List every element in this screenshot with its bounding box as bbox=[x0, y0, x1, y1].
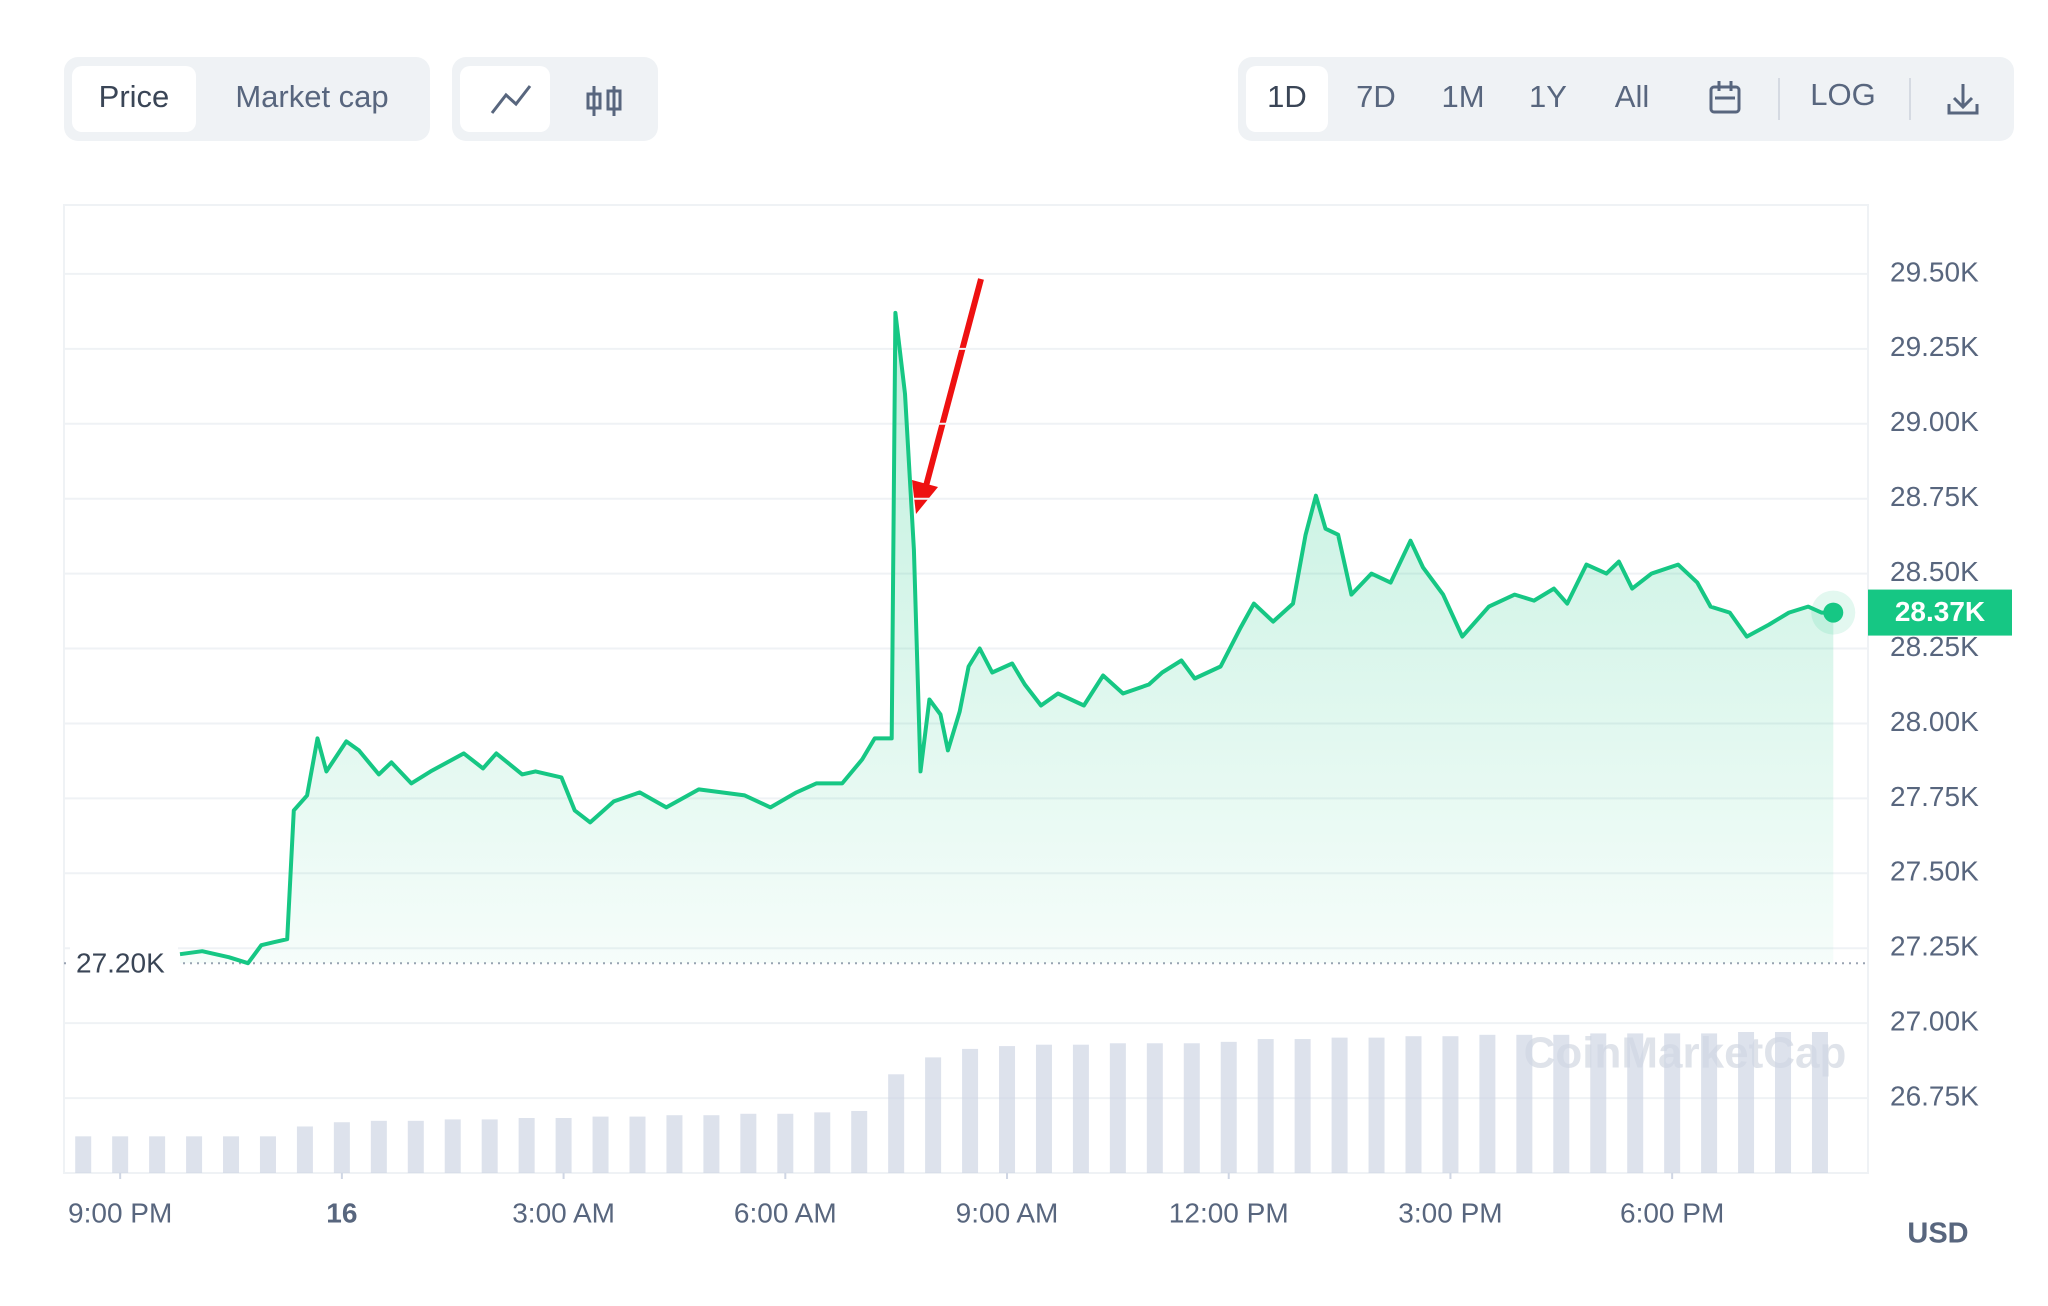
price-tag bbox=[1868, 589, 2012, 636]
volume-bar bbox=[1109, 1043, 1126, 1173]
volume-bar bbox=[149, 1136, 166, 1173]
volume-bar bbox=[703, 1115, 720, 1173]
volume-bar bbox=[629, 1116, 646, 1173]
volume-bar bbox=[925, 1057, 942, 1173]
volume-bar bbox=[1738, 1032, 1755, 1173]
volume-bar bbox=[1775, 1032, 1792, 1173]
x-tick-label: 6:00 PM bbox=[1620, 1197, 1724, 1228]
volume-bar bbox=[1553, 1034, 1570, 1173]
line-icon bbox=[490, 85, 532, 114]
y-tick-label: 28.00K bbox=[1890, 706, 1979, 737]
volume-bar bbox=[999, 1046, 1016, 1173]
y-tick-label: 27.75K bbox=[1890, 781, 1979, 812]
volume-bar bbox=[75, 1136, 92, 1173]
x-tick-label: 9:00 PM bbox=[68, 1197, 172, 1228]
volume-bar bbox=[1590, 1033, 1607, 1173]
volume-bar bbox=[112, 1136, 129, 1173]
volume-bar bbox=[333, 1122, 350, 1173]
volume-bar bbox=[1664, 1033, 1681, 1173]
volume-bar bbox=[1479, 1034, 1496, 1173]
volume-bar bbox=[1627, 1033, 1644, 1173]
range-button[interactable]: 1D bbox=[1267, 79, 1307, 114]
watermark: CoinMarketCap bbox=[1524, 1029, 1847, 1078]
x-tick-label: 3:00 PM bbox=[1398, 1197, 1502, 1228]
volume-bar bbox=[223, 1136, 240, 1173]
tab-price[interactable]: Price bbox=[99, 79, 170, 114]
volume-bar bbox=[1701, 1033, 1718, 1173]
volume-bar bbox=[1072, 1044, 1089, 1173]
annotation-arrow bbox=[923, 278, 984, 487]
log-button[interactable]: LOG bbox=[1810, 77, 1875, 112]
x-tick-label: 9:00 AM bbox=[956, 1197, 1059, 1228]
y-tick-label: 28.75K bbox=[1890, 481, 1979, 512]
volume-bar bbox=[518, 1118, 535, 1173]
range-button[interactable]: All bbox=[1615, 79, 1649, 114]
volume-bar bbox=[666, 1115, 683, 1173]
range-active[interactable] bbox=[1246, 66, 1328, 132]
volume-bar bbox=[1220, 1041, 1237, 1173]
volume-bar bbox=[1331, 1037, 1348, 1173]
volume-bar bbox=[407, 1120, 424, 1173]
line-button[interactable] bbox=[460, 66, 550, 132]
volume-bar bbox=[259, 1136, 276, 1173]
range-button[interactable]: 1Y bbox=[1529, 79, 1567, 114]
x-tick-label: 16 bbox=[326, 1197, 357, 1228]
volume-bar bbox=[370, 1120, 387, 1173]
tab-market-cap[interactable]: Market cap bbox=[235, 79, 388, 114]
volume-bar bbox=[1516, 1034, 1533, 1173]
currency: USD bbox=[1907, 1218, 1968, 1250]
x-tick-label: 3:00 AM bbox=[512, 1197, 615, 1228]
reference-label-bg bbox=[70, 941, 178, 982]
volume-bar bbox=[962, 1048, 979, 1173]
y-tick-label: 28.50K bbox=[1890, 556, 1979, 587]
range-button[interactable]: 7D bbox=[1356, 79, 1396, 114]
volume-bar bbox=[555, 1118, 572, 1173]
candle-icon[interactable] bbox=[586, 86, 622, 116]
y-tick-label: 26.75K bbox=[1890, 1080, 1979, 1111]
volume-bar bbox=[592, 1116, 609, 1173]
x-tick-label: 6:00 AM bbox=[734, 1197, 837, 1228]
volume-bar bbox=[1811, 1032, 1828, 1173]
annotation-arrowhead bbox=[912, 480, 938, 514]
range-group bbox=[1238, 57, 2014, 141]
calendar-icon[interactable] bbox=[1709, 81, 1741, 114]
y-tick-label: 29.50K bbox=[1890, 256, 1979, 287]
price-line bbox=[179, 310, 1834, 966]
x-tick-label: 12:00 PM bbox=[1169, 1197, 1289, 1228]
reference-label: 27.20K bbox=[76, 948, 165, 979]
volume-bar bbox=[296, 1126, 313, 1173]
volume-bar bbox=[814, 1112, 831, 1173]
y-tick-label: 27.25K bbox=[1890, 931, 1979, 962]
y-tick-label: 29.25K bbox=[1890, 331, 1979, 362]
download-icon[interactable] bbox=[1947, 84, 1979, 115]
volume-bar bbox=[444, 1119, 461, 1173]
volume-bar bbox=[1146, 1043, 1163, 1173]
y-tick-label: 28.25K bbox=[1890, 631, 1979, 662]
volume-bar bbox=[888, 1074, 905, 1173]
last-point bbox=[1823, 602, 1844, 623]
y-tick-label: 27.00K bbox=[1890, 1006, 1979, 1037]
volume-bar bbox=[1405, 1036, 1422, 1173]
volume-bar bbox=[1183, 1043, 1200, 1173]
volume-bar bbox=[1368, 1037, 1385, 1173]
volume-bar bbox=[1035, 1044, 1052, 1173]
volume-bar bbox=[1257, 1039, 1274, 1173]
volume-bar bbox=[186, 1136, 203, 1173]
volume-bar bbox=[481, 1119, 498, 1173]
range-button[interactable]: 1M bbox=[1441, 79, 1484, 114]
price-area bbox=[180, 312, 1834, 964]
volume-bar bbox=[740, 1113, 757, 1173]
price-tag-label: 28.37K bbox=[1895, 596, 1985, 627]
volume-bar bbox=[1442, 1036, 1459, 1173]
volume-bar bbox=[1294, 1039, 1311, 1173]
y-tick-label: 29.00K bbox=[1890, 406, 1979, 437]
volume-bar bbox=[851, 1110, 868, 1173]
y-tick-label: 27.50K bbox=[1890, 856, 1979, 887]
volume-bar bbox=[777, 1113, 794, 1173]
tab-active[interactable] bbox=[72, 66, 196, 132]
